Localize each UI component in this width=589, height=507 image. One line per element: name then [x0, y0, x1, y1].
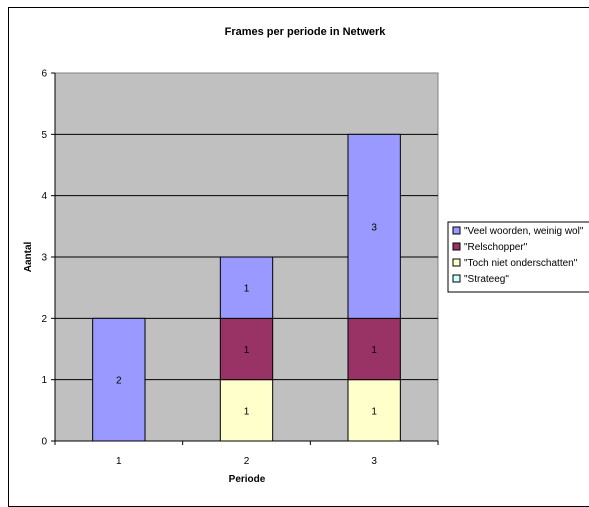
y-tick-label: 2 [41, 314, 47, 325]
legend-entry: "Toch niet onderschatten" [464, 258, 578, 269]
bar-segment [219, 317, 274, 381]
legend: "Veel woorden, weinig wol" "Relschopper" "… [447, 221, 589, 293]
y-axis-label: Aantal [23, 241, 34, 272]
y-tick-label: 3 [41, 253, 47, 264]
legend-box [447, 221, 589, 293]
legend-swatch [452, 242, 461, 251]
legend-entry: "Relschopper" [464, 242, 528, 253]
legend-entry: "Veel woorden, weinig wol" [464, 226, 584, 237]
x-tick-label: 1 [116, 456, 122, 467]
x-tick-label: 3 [371, 456, 377, 467]
y-tick-label: 1 [41, 375, 47, 386]
bar-segment [219, 256, 274, 319]
x-axis-label: Periode [229, 474, 266, 485]
x-tick-label: 2 [244, 456, 250, 467]
legend-entry: "Strateeg" [464, 274, 509, 285]
y-axis-ticks: 0 1 2 3 4 5 6 [41, 69, 438, 448]
data-label: 2 [116, 376, 122, 387]
chart-title: Frames per periode in Netwerk [225, 26, 387, 38]
data-label: 1 [244, 406, 250, 417]
bar-segment [347, 317, 401, 381]
y-tick-label: 6 [41, 69, 47, 80]
data-label: 1 [244, 345, 250, 356]
data-label: 3 [371, 222, 377, 233]
bars: 2 1 1 1 1 1 3 [92, 133, 401, 442]
data-label: 1 [244, 284, 250, 295]
legend-swatch [452, 274, 461, 283]
legend-swatch [452, 258, 461, 267]
y-tick-label: 0 [41, 437, 47, 448]
bar-segment [347, 379, 401, 442]
y-tick-label: 4 [41, 191, 47, 202]
data-label: 1 [371, 345, 377, 356]
x-axis-ticks: 1 2 3 [54, 441, 439, 467]
legend-swatch [452, 226, 461, 235]
y-tick-label: 5 [41, 130, 47, 141]
data-label: 1 [371, 406, 377, 417]
bar-segment [347, 133, 401, 319]
